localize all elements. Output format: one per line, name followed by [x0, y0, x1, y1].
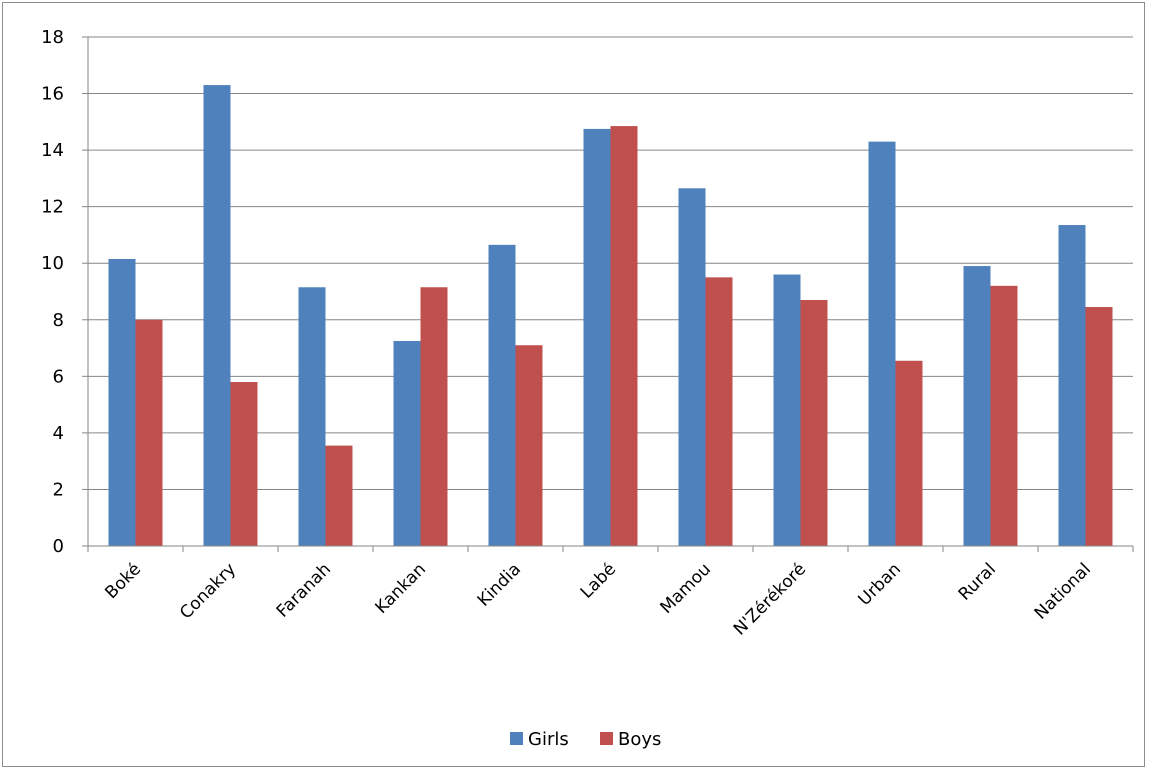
legend-swatch-girls: [510, 732, 523, 745]
x-axis-tick-labels: Boké Conakry Faranah Kankan Kindia Labé Mamou N…: [101, 559, 1095, 639]
x-tick-label: N'Zérékoré: [730, 559, 810, 639]
bar-boys-9: [895, 360, 923, 546]
bar-boys-5: [515, 345, 543, 546]
legend: Girls Boys: [510, 729, 661, 750]
x-tick-label: Urban: [855, 559, 906, 610]
x-tick-label: Conakry: [176, 559, 240, 623]
legend-swatch-boys: [600, 732, 613, 745]
x-tick-label: Rural: [955, 559, 1000, 604]
y-tick-label: 14: [41, 140, 64, 161]
y-tick-label: 0: [53, 536, 64, 557]
y-tick-label: 16: [41, 84, 64, 105]
bar-boys-1: [135, 319, 163, 546]
bar-girls-4: [393, 340, 421, 546]
bar-girls-6: [583, 128, 611, 546]
x-tick-label: Boké: [101, 559, 145, 603]
bar-boys-4: [420, 287, 448, 546]
bar-girls-11: [1058, 225, 1086, 546]
y-tick-label: 6: [53, 366, 64, 387]
y-tick-label: 18: [41, 27, 64, 48]
bar-boys-10: [990, 285, 1018, 546]
bar-girls-3: [298, 287, 326, 546]
x-tick-label: Faranah: [273, 559, 335, 621]
bars: [108, 85, 1113, 547]
y-tick-label: 2: [53, 479, 64, 500]
bar-girls-10: [963, 266, 991, 546]
x-tick-label: Labé: [577, 559, 620, 602]
y-tick-label: 12: [41, 197, 64, 218]
bar-boys-11: [1085, 307, 1113, 546]
x-tick-label: Kankan: [372, 559, 431, 618]
x-tick-label: Mamou: [656, 559, 715, 618]
bar-girls-8: [773, 274, 801, 546]
bar-girls-5: [488, 244, 516, 546]
bar-girls-1: [108, 258, 136, 546]
bar-boys-3: [325, 445, 353, 546]
y-tick-label: 10: [41, 253, 64, 274]
bar-boys-8: [800, 299, 828, 546]
bar-girls-9: [868, 141, 896, 546]
bar-girls-2: [203, 85, 231, 547]
y-axis-tick-labels: 0 2 4 6 8 10 12 14 16 18: [41, 27, 64, 557]
axes: [82, 36, 1134, 552]
bar-boys-6: [610, 126, 638, 546]
bar-boys-2: [230, 381, 258, 546]
y-tick-label: 4: [53, 423, 64, 444]
bar-boys-7: [705, 277, 733, 546]
y-tick-label: 8: [53, 310, 64, 331]
legend-label-boys: Boys: [618, 729, 661, 750]
x-tick-label: National: [1031, 559, 1095, 623]
bar-girls-7: [678, 188, 706, 546]
legend-label-girls: Girls: [528, 729, 569, 750]
x-tick-label: Kindia: [474, 559, 525, 610]
